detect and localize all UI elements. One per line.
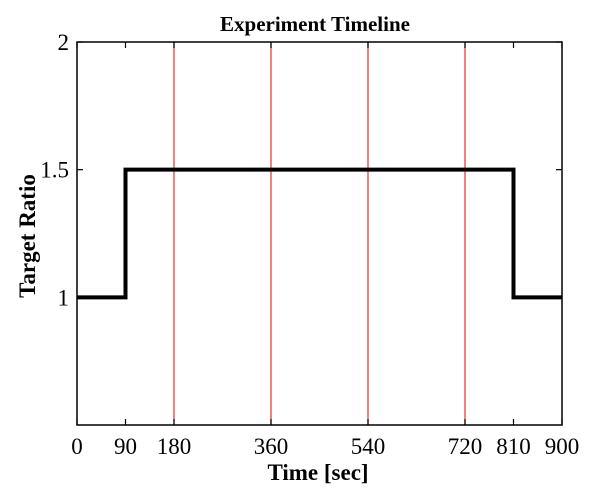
plot-area: 0 90 180 360 540 720 810 900 1 1.5 2	[40, 30, 579, 459]
chart-title: Experiment Timeline	[220, 12, 410, 36]
y-tick-label-1.5: 1.5	[40, 158, 69, 183]
x-tick-label-90: 90	[114, 434, 137, 459]
x-tick-label-810: 810	[496, 434, 531, 459]
x-tick-label-540: 540	[351, 434, 386, 459]
x-tick-label-900: 900	[545, 434, 580, 459]
x-tick-label-180: 180	[157, 434, 192, 459]
axes-box	[76, 41, 563, 426]
x-axis-label: Time [sec]	[267, 460, 368, 485]
y-tick-label-2: 2	[58, 30, 70, 55]
y-axis-label: Target Ratio	[15, 174, 40, 298]
x-tick-label-360: 360	[254, 434, 289, 459]
series-line-0	[77, 167, 562, 300]
x-tick-label-0: 0	[71, 434, 83, 459]
x-tick-label-720: 720	[448, 434, 483, 459]
y-tick-label-1: 1	[58, 285, 70, 310]
